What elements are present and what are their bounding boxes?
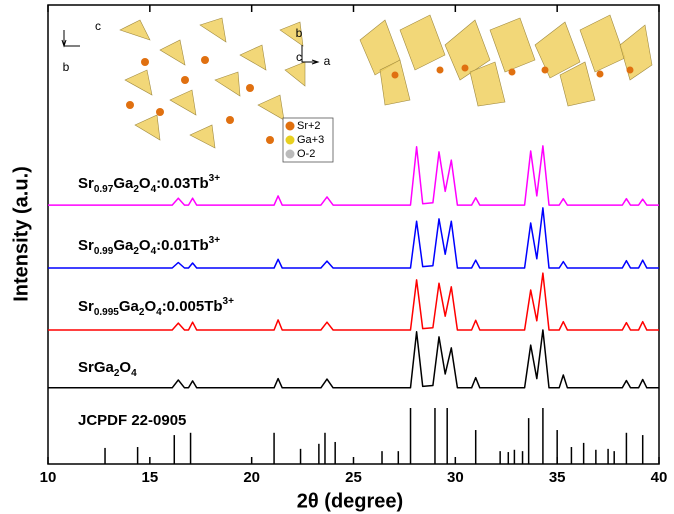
chart: 2θ (degree) Intensity (a.u.) 10 15 20 25 30 3… (0, 0, 674, 514)
x-tick-label: 30 (447, 469, 464, 486)
series-label: JCPDF 22-0905 (78, 412, 186, 429)
series: Sr0.995​Ga2​O4​:0.005Tb3+​ (48, 273, 659, 330)
x-axis-label: 2θ (degree) (297, 490, 403, 512)
x-tick-label: 40 (651, 469, 668, 486)
series-label: Sr0.97​Ga2​O4​:0.03Tb3+​ (78, 173, 220, 195)
axis-letter: c (296, 50, 302, 64)
x-tick-label: 15 (141, 469, 158, 486)
x-tick-label: 35 (549, 469, 566, 486)
atom-legend-label: Ga+3 (297, 134, 324, 146)
line (48, 330, 659, 388)
series: SrGa2​O4​ (48, 330, 659, 388)
series-label: Sr0.99​Ga2​O4​:0.01Tb3+​ (78, 235, 220, 257)
axis-letter: b (63, 60, 70, 74)
axis-letter: b (296, 26, 303, 40)
y-axis-label: Intensity (a.u.) (10, 166, 32, 302)
series: JCPDF 22-0905 (78, 408, 643, 464)
series: Sr0.99​Ga2​O4​:0.01Tb3+​ (48, 208, 659, 268)
crystal-structure-insets (62, 15, 652, 162)
atom-legend-label: O-2 (297, 148, 315, 160)
atom-legend-label: Sr+2 (297, 120, 321, 132)
series: Sr0.97​Ga2​O4​:0.03Tb3+​ (48, 146, 659, 205)
axis-letter: c (95, 19, 101, 33)
series-label: SrGa2​O4​ (78, 359, 137, 379)
line (48, 273, 659, 330)
series-label: Sr0.995​Ga2​O4​:0.005Tb3+​ (78, 296, 234, 318)
axis-letter: a (324, 54, 331, 68)
x-tick-label: 10 (40, 469, 57, 486)
x-tick-label: 20 (243, 469, 260, 486)
x-tick-label: 25 (345, 469, 362, 486)
